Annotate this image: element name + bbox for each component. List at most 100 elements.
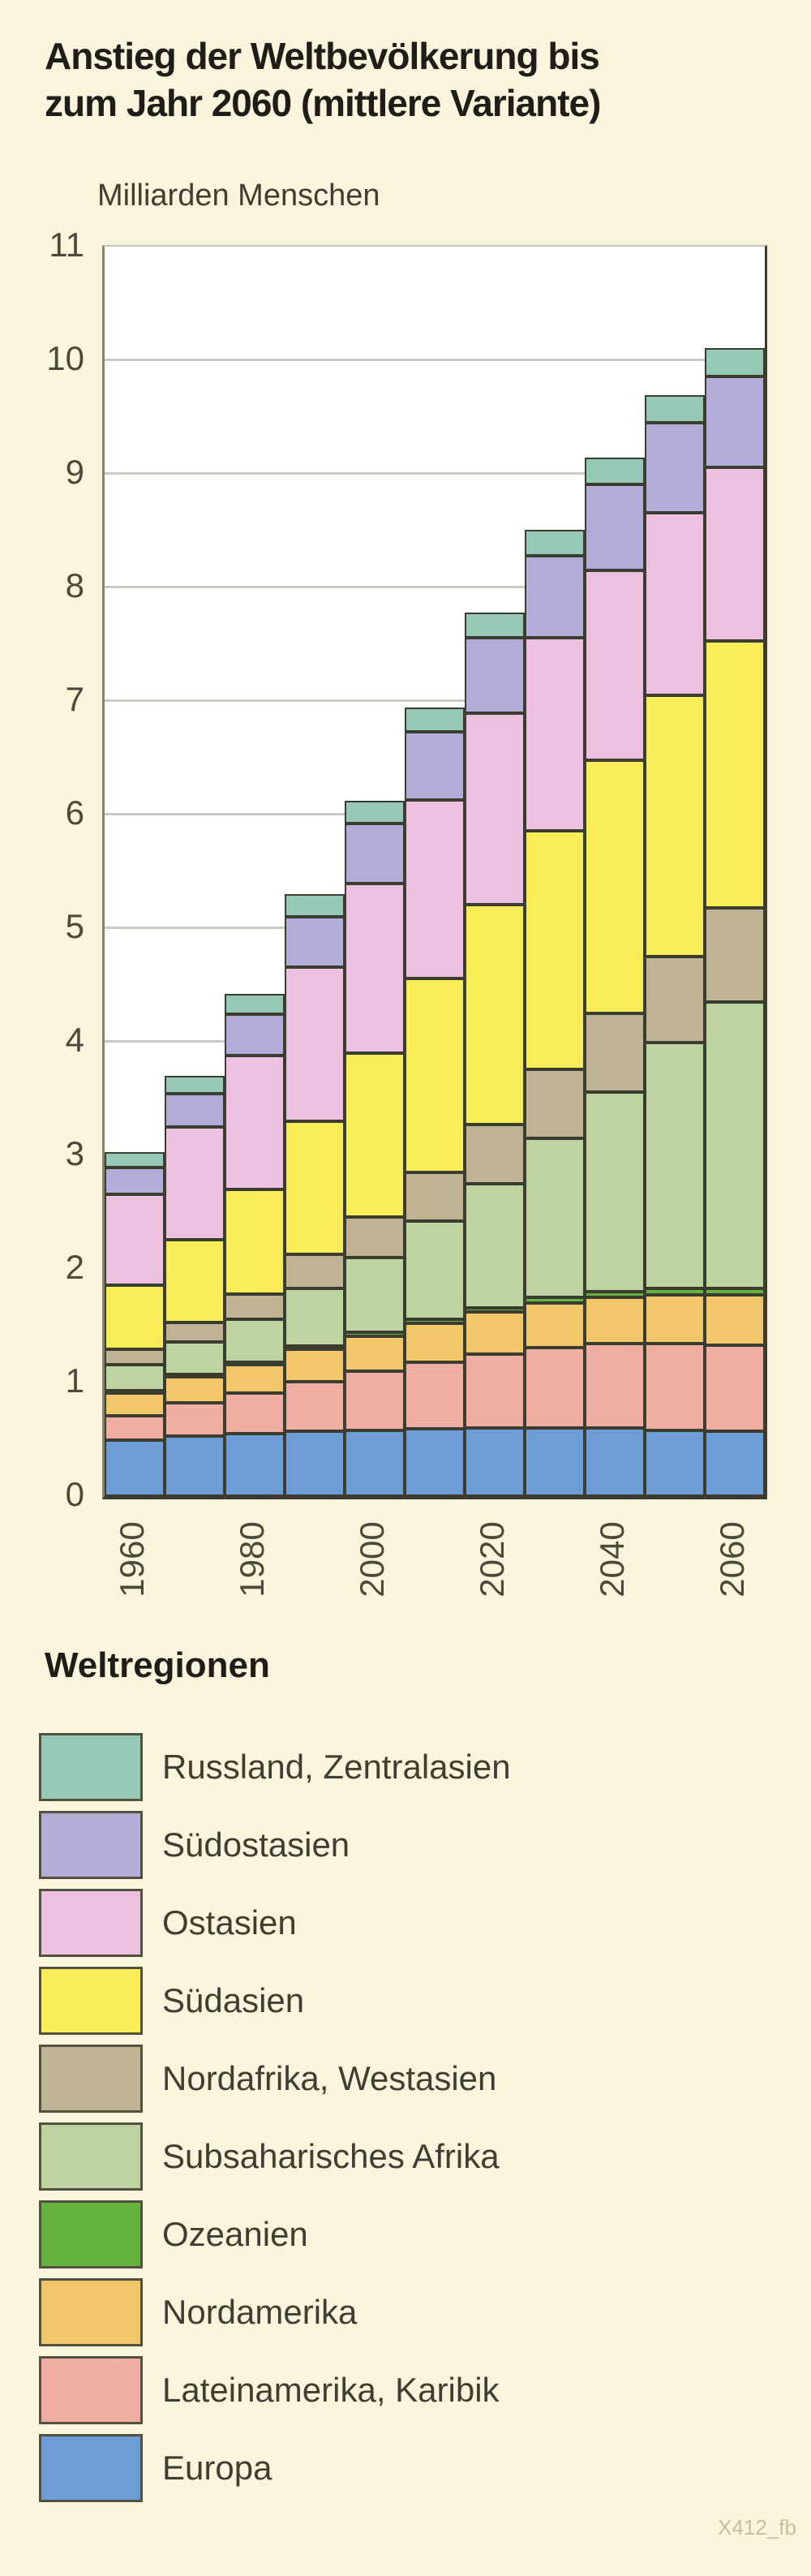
legend-label-3: Ostasien <box>162 1903 297 1942</box>
bar-1990-segment-russland-zentralasien <box>285 894 345 917</box>
y-tick-label-10: 10 <box>46 339 84 377</box>
bar-1970-segment-lateinamerika-karibik <box>165 1403 225 1436</box>
bar-1980-segment-ostasien <box>225 1055 285 1189</box>
legend-label-5: Nordafrika, Westasien <box>162 2059 497 2097</box>
x-tick-label-1960: 1960 <box>113 1521 151 1598</box>
legend-row-europa: Europa <box>39 2434 736 2502</box>
bar-1980-segment-nordamerika <box>225 1364 285 1393</box>
bar-2050-segment-nordamerika <box>645 1295 705 1344</box>
y-tick-label-4: 4 <box>65 1021 84 1059</box>
y-tick-label-1: 1 <box>65 1361 84 1400</box>
legend-row-nordafrika-westasien: Nordafrika, Westasien <box>39 2045 736 2113</box>
gridline-7 <box>105 699 765 702</box>
bar-2000-segment-nordafrika-westasien <box>345 1216 405 1258</box>
bar-2020-segment-lateinamerika-karibik <box>465 1354 525 1428</box>
plot-area <box>102 245 767 1499</box>
bar-2000-segment-europa <box>345 1430 405 1496</box>
bar-2020-segment-europa <box>465 1428 525 1496</box>
legend-label-10: Europa <box>162 2449 272 2487</box>
bar-2040-segment-südasien <box>585 759 645 1013</box>
gridline-9 <box>105 472 765 475</box>
legend-label-1: Russland, Zentralasien <box>162 1748 511 1786</box>
bar-1990-segment-subsaharisches-afrika <box>285 1288 345 1347</box>
bar-2010-segment-südostasien <box>405 731 465 800</box>
bar-2060-segment-lateinamerika-karibik <box>705 1344 765 1432</box>
bar-1990-segment-ostasien <box>285 966 345 1121</box>
legend-swatch-8 <box>39 2278 143 2346</box>
legend-title: Weltregionen <box>45 1645 270 1685</box>
bar-2060-segment-russland-zentralasien <box>705 347 765 376</box>
bar-1960-segment-südostasien <box>105 1168 165 1194</box>
bar-2010-segment-subsaharisches-afrika <box>405 1221 465 1319</box>
chart-title: Anstieg der Weltbevölkerung bis zum Jahr… <box>45 32 601 127</box>
bar-2010-segment-ostasien <box>405 799 465 978</box>
bar-2020-segment-südasien <box>465 904 525 1125</box>
bar-2050-segment-europa <box>645 1430 705 1496</box>
bar-2000-segment-nordamerika <box>345 1335 405 1371</box>
watermark: X412_fb <box>718 2515 796 2539</box>
y-tick-label-3: 3 <box>65 1134 84 1172</box>
bar-1990-segment-südostasien <box>285 917 345 967</box>
bar-2060-segment-südostasien <box>705 376 765 467</box>
legend-swatch-7 <box>39 2200 143 2269</box>
bar-2060-segment-ozeanien <box>705 1288 765 1296</box>
chart-title-line2: zum Jahr 2060 (mittlere Variante) <box>45 82 601 124</box>
bar-2040-segment-nordafrika-westasien <box>585 1013 645 1092</box>
bar-2030-segment-nordafrika-westasien <box>525 1069 585 1138</box>
bar-1990-segment-südasien <box>285 1121 345 1254</box>
bar-1970-segment-ostasien <box>165 1127 225 1240</box>
bar-2050-segment-südostasien <box>645 423 705 513</box>
bar-2010-segment-russland-zentralasien <box>405 707 465 732</box>
bar-2060-segment-subsaharisches-afrika <box>705 1002 765 1288</box>
bar-2060-segment-nordamerika <box>705 1295 765 1345</box>
x-tick-label-2020: 2020 <box>473 1521 511 1598</box>
bar-1990-segment-nordamerika <box>285 1349 345 1382</box>
bar-1960-segment-ostasien <box>105 1193 165 1285</box>
legend-label-2: Südostasien <box>162 1826 350 1864</box>
bar-1980-segment-lateinamerika-karibik <box>225 1392 285 1434</box>
bar-1970-segment-nordamerika <box>165 1377 225 1404</box>
x-tick-label-2000: 2000 <box>353 1521 391 1598</box>
bar-1970-segment-europa <box>165 1435 225 1496</box>
bar-2010-segment-südasien <box>405 978 465 1172</box>
bar-2060-segment-europa <box>705 1431 765 1496</box>
legend-swatch-4 <box>39 1967 143 2035</box>
bar-2020-segment-subsaharisches-afrika <box>465 1184 525 1308</box>
bar-1960-segment-subsaharisches-afrika <box>105 1364 165 1391</box>
bar-1970-segment-subsaharisches-afrika <box>165 1341 225 1375</box>
bar-2020-segment-ozeanien <box>465 1307 525 1313</box>
bar-2040-segment-ozeanien <box>585 1292 645 1297</box>
bar-2050-segment-lateinamerika-karibik <box>645 1344 705 1430</box>
bar-1980-segment-südasien <box>225 1189 285 1294</box>
gridline-8 <box>105 586 765 588</box>
legend-row-südasien: Südasien <box>39 1967 736 2035</box>
bar-1980-segment-südostasien <box>225 1014 285 1056</box>
bar-1980-segment-nordafrika-westasien <box>225 1293 285 1319</box>
bar-1970-segment-russland-zentralasien <box>165 1076 225 1094</box>
y-tick-label-0: 0 <box>65 1475 84 1513</box>
bar-2030-segment-lateinamerika-karibik <box>525 1347 585 1428</box>
bar-1980-segment-russland-zentralasien <box>225 994 285 1015</box>
bar-2000-segment-subsaharisches-afrika <box>345 1258 405 1333</box>
bar-2030-segment-subsaharisches-afrika <box>525 1138 585 1297</box>
bar-2000-segment-ostasien <box>345 884 405 1053</box>
bar-2030-segment-russland-zentralasien <box>525 529 585 556</box>
y-tick-label-6: 6 <box>65 793 84 832</box>
bar-1960-segment-nordafrika-westasien <box>105 1349 165 1365</box>
bar-2010-segment-lateinamerika-karibik <box>405 1361 465 1430</box>
bar-2040-segment-russland-zentralasien <box>585 458 645 484</box>
bar-2020-segment-russland-zentralasien <box>465 612 525 638</box>
bar-2000-segment-russland-zentralasien <box>345 801 405 824</box>
y-axis-title: Milliarden Menschen <box>97 178 380 213</box>
legend-swatch-5 <box>39 2045 143 2113</box>
chart-title-line1: Anstieg der Weltbevölkerung bis <box>45 35 600 77</box>
legend-label-9: Lateinamerika, Karibik <box>162 2371 500 2409</box>
bar-2010-segment-nordafrika-westasien <box>405 1172 465 1222</box>
legend-swatch-6 <box>39 2122 143 2191</box>
bar-2030-segment-nordamerika <box>525 1303 585 1348</box>
bar-2030-segment-europa <box>525 1428 585 1496</box>
bar-2020-segment-ostasien <box>465 713 525 905</box>
bar-2040-segment-europa <box>585 1428 645 1496</box>
bar-2050-segment-russland-zentralasien <box>645 395 705 423</box>
